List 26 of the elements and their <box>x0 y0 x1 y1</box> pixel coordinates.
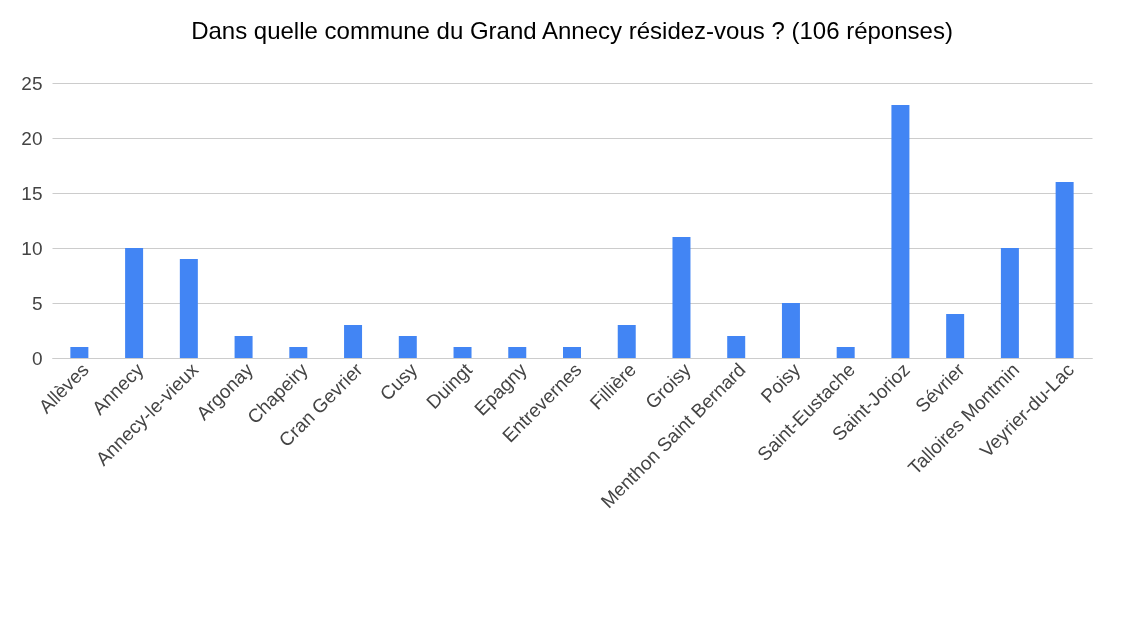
y-tick-label: 15 <box>21 182 43 204</box>
bar <box>1000 248 1019 358</box>
bar <box>891 105 910 358</box>
bar <box>179 259 198 358</box>
bar <box>70 347 89 358</box>
y-tick-label: 10 <box>21 237 43 259</box>
bar <box>508 347 527 358</box>
bar <box>125 248 144 358</box>
bar <box>836 347 855 358</box>
bar <box>563 347 581 358</box>
bar <box>398 336 417 358</box>
bar <box>344 325 363 358</box>
chart-title: Dans quelle commune du Grand Annecy résidez-vous ? (106 réponses) <box>191 17 953 44</box>
bar <box>289 347 308 358</box>
y-tick-label: 20 <box>21 127 43 149</box>
bar <box>946 314 965 358</box>
bar <box>727 336 746 358</box>
bar <box>672 237 691 358</box>
y-tick-label: 5 <box>31 292 43 314</box>
y-tick-label: 0 <box>31 347 43 369</box>
bar <box>617 325 636 358</box>
bar <box>453 347 472 358</box>
bar <box>1055 182 1074 358</box>
bar <box>234 336 253 358</box>
y-tick-label: 25 <box>21 72 43 94</box>
bar <box>781 303 800 358</box>
